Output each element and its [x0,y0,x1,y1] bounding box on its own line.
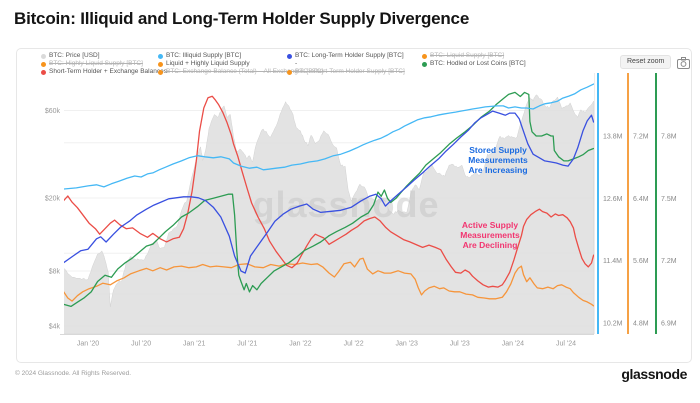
price-tick-label: $20k [45,195,61,202]
legend-item[interactable]: BTC: Long-Term Holder Supply [BTC] [287,52,405,60]
legend-dot [41,61,46,67]
legend-dot [41,53,46,59]
legend-item-label: BTC: Short-Term Holder Supply [BTC] [295,68,405,75]
legend-dot [287,53,292,59]
price-tick-label: $60k [45,108,61,115]
price-tick-label: $4k [49,324,61,331]
axis-tick-label-m1: 11.4M [603,258,622,265]
legend-dot [422,61,427,67]
legend-item[interactable]: BTC: Price [USD] [41,52,167,60]
legend-item-label: - [295,60,298,67]
legend-item[interactable]: BTC: Illiquid Supply [BTC] [158,52,323,60]
legend-dot [287,69,292,75]
legend-item-label: BTC: Illiquid Supply [BTC] [166,52,242,59]
legend-item[interactable]: Liquid + Highly Liquid Supply [158,60,323,68]
axis-tick-label-m3: 7.2M [661,258,677,265]
legend-item-label: BTC: Liquid Supply [BTC] [430,52,505,59]
legend-dot [41,69,46,75]
legend-item[interactable]: BTC: Short-Term Holder Supply [BTC] [287,68,405,76]
legend-item[interactable]: BTC: Liquid Supply [BTC] [422,52,526,60]
series-price [64,94,594,334]
legend-item-label: BTC: Price [USD] [49,52,100,59]
series-liquid-highly-liquid [64,257,594,307]
axis-tick-label-m1: 12.6M [603,196,623,203]
axis-tick-label-m2: 4.8M [633,320,649,327]
axis-tick-label-m2: 5.6M [633,258,649,265]
camera-icon[interactable] [677,56,690,74]
x-tick-label: Jan '20 [77,341,99,348]
legend-item[interactable]: BTC: Hodled or Lost Coins [BTC] [422,60,526,68]
legend-item-label: Short-Term Holder + Exchange Balances [49,68,167,75]
legend-dot [422,53,427,59]
legend-item-label: BTC: Exchange Balance (Total) – All Exch… [166,68,324,75]
x-tick-label: Jan '22 [289,341,311,348]
x-tick-label: Jan '23 [396,341,418,348]
axis-tick-label-m3: 7.5M [661,196,677,203]
axis-tick-label-m1: 10.2M [603,320,623,327]
reset-zoom-button[interactable]: Reset zoom [620,55,672,69]
legend-dot [287,62,292,67]
legend-item[interactable]: BTC: Highly Liquid Supply [BTC] [41,60,167,68]
chart-legend: BTC: Price [USD] BTC: Highly Liquid Suppl… [17,49,691,79]
glassnode-logo: glassnode [621,366,687,382]
page-title: Bitcoin: Illiquid and Long-Term Holder S… [14,9,470,28]
legend-dot [158,69,163,75]
x-axis-labels: Jan '20 Jul '20 Jan '21 Jul '21 Jan '22 Jul '… [77,341,576,348]
legend-column: BTC: Liquid Supply [BTC] BTC: Hodled or L… [422,52,526,68]
legend-item[interactable]: - [287,60,405,68]
series-hodled-lost [64,91,594,308]
legend-item-label: BTC: Hodled or Lost Coins [BTC] [430,60,526,67]
legend-column: BTC: Long-Term Holder Supply [BTC] - BTC: … [287,52,405,76]
chart-card: glassnode $60k $20k $8k $4k Jan '20 Jul '20 Jan… [16,48,692,363]
x-tick-label: Jul '24 [556,341,576,348]
axis-tick-label-m2: 6.4M [633,196,649,203]
legend-dot [158,53,163,59]
series-sth-exchange [64,95,594,288]
legend-dot [158,61,163,67]
axis-tick-label-m1: 13.8M [603,134,623,141]
footer: © 2024 Glassnode. All Rights Reserved. g… [0,363,700,403]
legend-item-label: BTC: Long-Term Holder Supply [BTC] [295,52,404,59]
price-axis-labels: $60k $20k $8k $4k [45,108,61,331]
glassnode-watermark: glassnode [252,184,439,225]
x-tick-label: Jul '22 [344,341,364,348]
x-tick-label: Jan '24 [502,341,524,348]
series-illiquid-supply [64,83,594,190]
price-tick-label: $8k [49,268,61,275]
x-tick-label: Jul '21 [237,341,257,348]
series-group: glassnode [64,83,594,334]
x-tick-label: Jul '20 [131,341,151,348]
x-tick-label: Jan '21 [183,341,205,348]
legend-column: BTC: Price [USD] BTC: Highly Liquid Suppl… [41,52,167,76]
legend-item[interactable]: Short-Term Holder + Exchange Balances [41,68,167,76]
axis-tick-label-m3: 7.8M [661,134,677,141]
legend-item[interactable]: BTC: Exchange Balance (Total) – All Exch… [158,68,323,76]
legend-item-label: Liquid + Highly Liquid Supply [166,60,250,67]
series-lth-supply [64,110,594,274]
copyright-text: © 2024 Glassnode. All Rights Reserved. [15,370,132,377]
axis-tick-label-m2: 7.2M [633,134,649,141]
legend-column: BTC: Illiquid Supply [BTC] Liquid + Highl… [158,52,323,76]
legend-item-label: BTC: Highly Liquid Supply [BTC] [49,60,143,67]
x-tick-label: Jul '23 [450,341,470,348]
axis-tick-label-m3: 6.9M [661,321,677,328]
